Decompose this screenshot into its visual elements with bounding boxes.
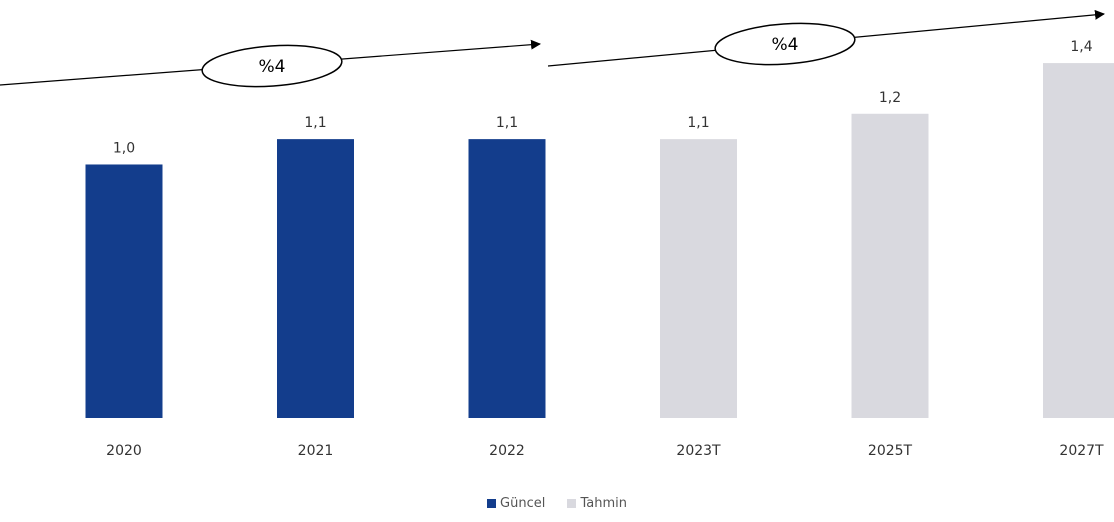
- value-label-2025T: 1,2: [879, 90, 901, 106]
- bar-2023T: [660, 139, 737, 418]
- value-label-2022: 1,1: [496, 115, 518, 131]
- value-label-2023T: 1,1: [687, 115, 709, 131]
- category-label-2023T: 2023T: [676, 443, 721, 459]
- category-label-2025T: 2025T: [868, 443, 913, 459]
- category-label-2022: 2022: [489, 443, 525, 459]
- bar-2022: [468, 139, 546, 418]
- legend-item-guncel: Güncel: [487, 496, 545, 511]
- legend-swatch-tahmin: [567, 499, 577, 508]
- category-label-2021: 2021: [298, 443, 334, 459]
- legend-item-tahmin: Tahmin: [567, 496, 627, 511]
- bar-2027T: [1043, 63, 1114, 418]
- growth-label-1: %4: [259, 57, 286, 77]
- bar-2021: [277, 139, 354, 418]
- bar-2025T: [851, 113, 929, 418]
- growth-ellipse-1: [201, 44, 343, 88]
- growth-label-2: %4: [772, 35, 799, 55]
- bar-2020: [85, 164, 163, 418]
- legend-label-guncel: Güncel: [500, 496, 546, 511]
- legend-label-tahmin: Tahmin: [580, 496, 627, 511]
- value-label-2021: 1,1: [304, 115, 326, 131]
- value-label-2027T: 1,4: [1070, 39, 1092, 55]
- value-label-2020: 1,0: [113, 140, 135, 156]
- legend: Güncel Tahmin: [0, 496, 1114, 512]
- legend-swatch-guncel: [487, 499, 497, 508]
- category-label-2020: 2020: [106, 443, 142, 459]
- category-label-2027T: 2027T: [1059, 443, 1104, 459]
- growth-ellipse-2: [714, 22, 856, 66]
